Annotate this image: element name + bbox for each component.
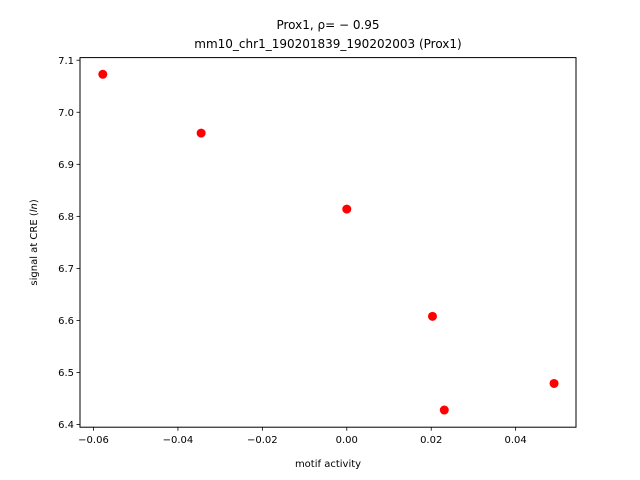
data-point: [549, 378, 559, 388]
x-tick-label: −0.06: [78, 435, 109, 446]
y-tick-label: 7.1: [58, 56, 74, 67]
y-tick-label: 6.4: [58, 420, 74, 431]
y-tick-label: 6.6: [58, 316, 74, 327]
y-axis-label-prefix: signal at CRE (: [29, 212, 40, 285]
data-points: [98, 69, 559, 415]
x-tick-label: −0.02: [247, 435, 278, 446]
chart-title-line1: Prox1, ρ= − 0.95: [276, 18, 379, 32]
y-axis-label: signal at CRE (ln): [29, 199, 40, 285]
x-tick-label: 0.04: [505, 435, 527, 446]
y-axis-label-unit: ln: [29, 203, 40, 212]
y-axis-label-suffix: ): [29, 199, 40, 203]
y-tick-label: 6.9: [58, 160, 74, 171]
x-tick-label: −0.04: [163, 435, 194, 446]
y-axis-ticks: 6.4 6.5 6.6 6.7 6.8 6.9 7.0 7.1: [58, 56, 80, 431]
x-tick-label: 0.02: [420, 435, 442, 446]
data-point: [196, 128, 206, 138]
data-point: [439, 405, 449, 415]
y-tick-label: 7.0: [58, 108, 74, 119]
x-axis-ticks: −0.06 −0.04 −0.02 0.00 0.02 0.04: [78, 427, 527, 446]
plot-frame: [79, 57, 577, 428]
chart-title-line2: mm10_chr1_190201839_190202003 (Prox1): [194, 37, 461, 51]
data-point: [342, 204, 352, 214]
y-tick-label: 6.8: [58, 212, 74, 223]
x-axis-label: motif activity: [295, 459, 361, 470]
y-tick-label: 6.7: [58, 264, 74, 275]
data-point: [98, 69, 108, 79]
data-point: [427, 311, 437, 321]
x-tick-label: 0.00: [336, 435, 358, 446]
y-tick-label: 6.5: [58, 368, 74, 379]
